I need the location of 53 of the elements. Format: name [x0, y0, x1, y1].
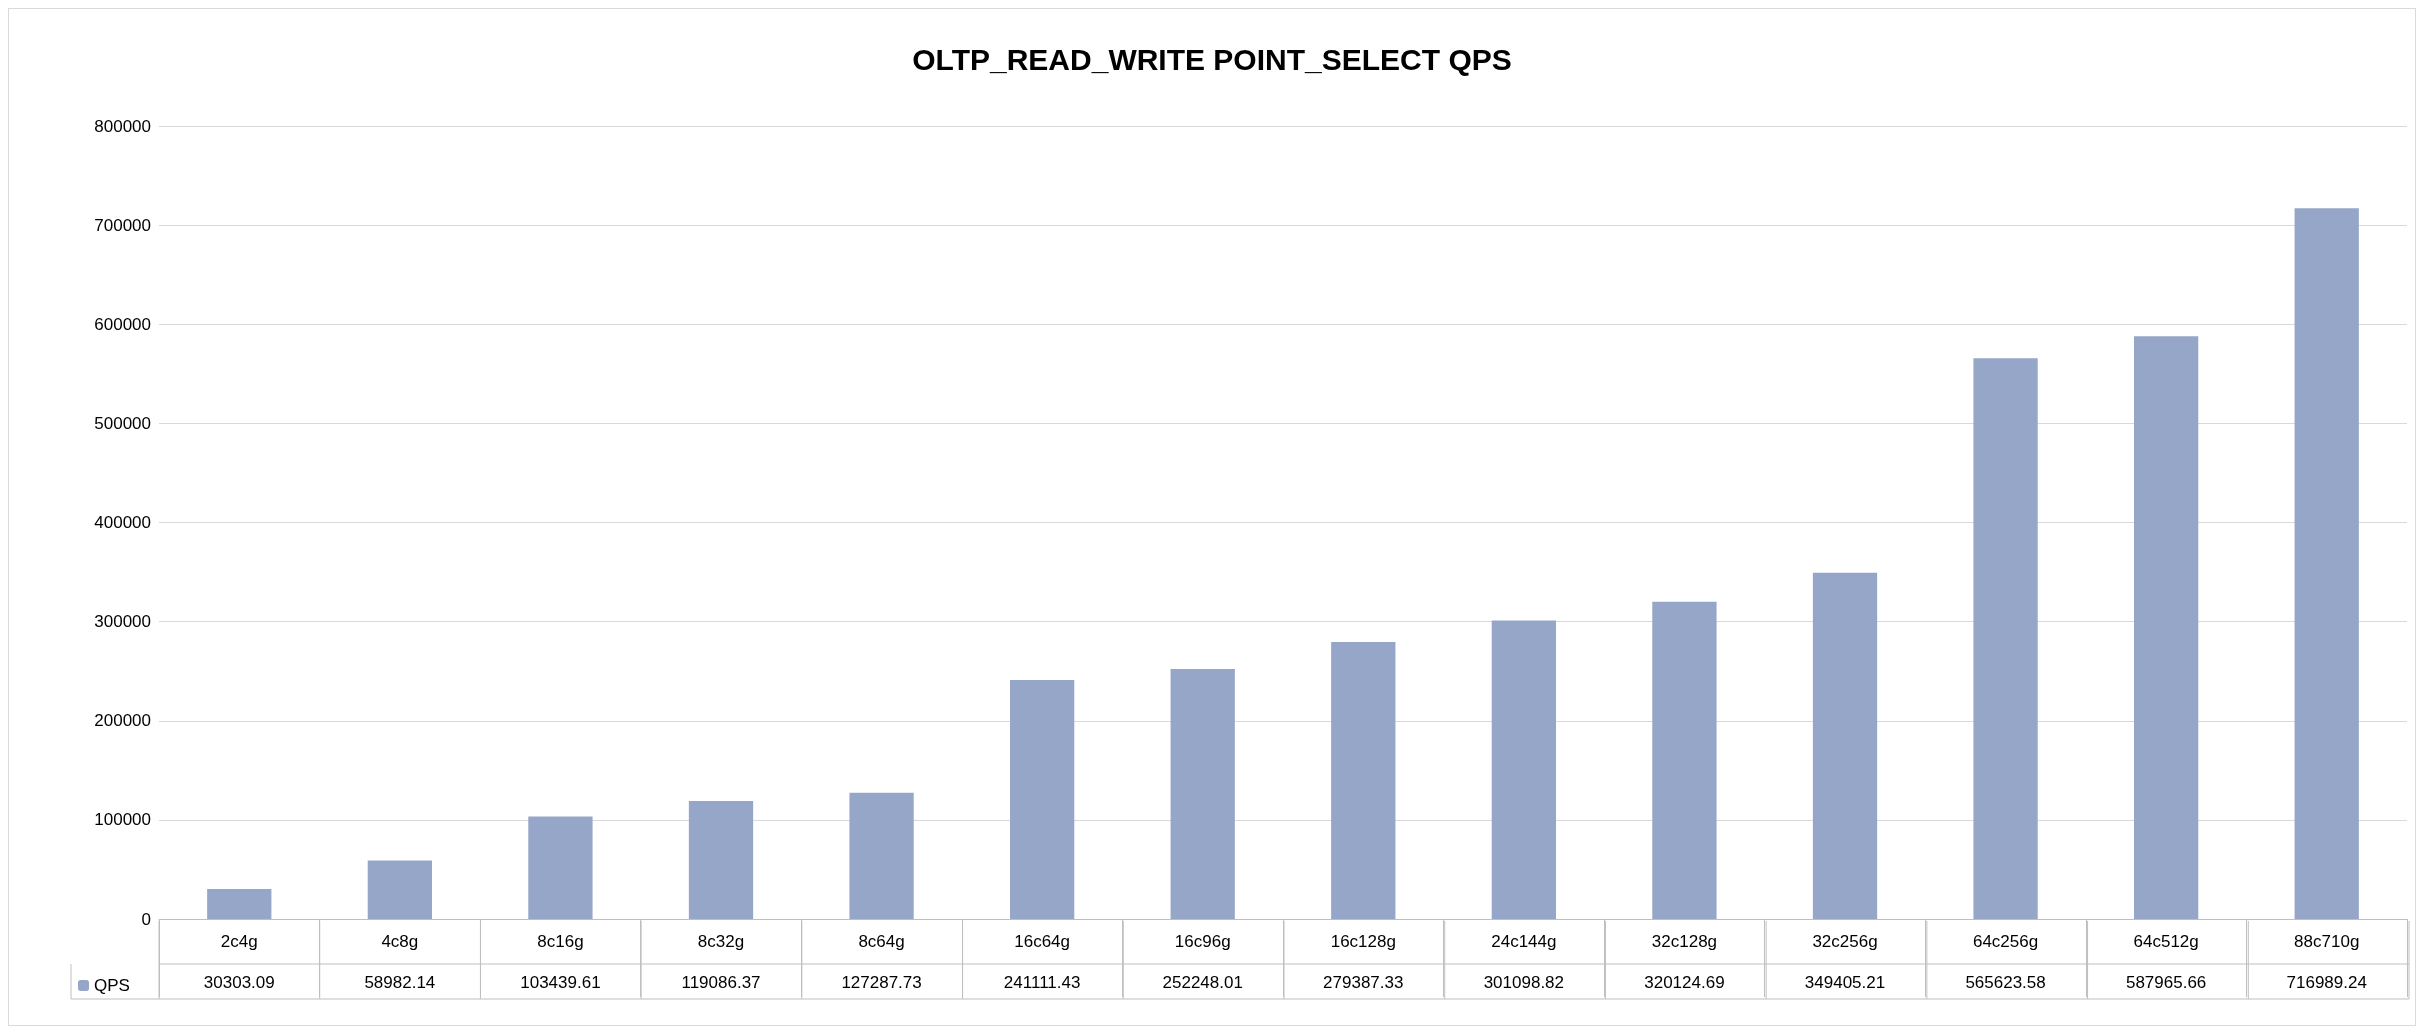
y-tick-label: 700000: [94, 215, 151, 235]
legend-label: QPS: [94, 976, 130, 995]
data-label: 103439.61: [520, 973, 601, 992]
bar: [1010, 680, 1075, 919]
bar: [1973, 358, 2038, 919]
y-tick-label: 100000: [94, 810, 151, 830]
x-tick-label: 32c128g: [1651, 932, 1718, 951]
bar: [1812, 572, 1878, 919]
bar: [367, 860, 432, 919]
data-label: 252248.01: [1162, 973, 1243, 992]
data-label: 565623.58: [1965, 973, 2046, 992]
x-tick-label: 16c96g: [1174, 932, 1231, 951]
x-tick-label: 32c256g: [1812, 932, 1878, 951]
y-tick-label: 200000: [94, 711, 151, 731]
x-tick-label: 24c144g: [1491, 932, 1557, 951]
data-label: 716989.24: [2286, 973, 2367, 992]
y-tick-label: 0: [141, 909, 151, 929]
bar: [207, 888, 272, 919]
bar: [1652, 601, 1717, 919]
x-tick-label: 16c64g: [1014, 932, 1071, 951]
y-tick-label: 300000: [94, 612, 151, 632]
x-tick-label: 8c16g: [537, 932, 584, 951]
x-tick-label: 64c256g: [1972, 932, 2039, 951]
y-tick-label: 500000: [94, 413, 151, 433]
x-tick-label: 2c4g: [220, 932, 258, 951]
x-tick-label: 88c710g: [2294, 932, 2360, 951]
data-label: 279387.33: [1323, 973, 1404, 992]
bar: [1491, 620, 1556, 919]
x-tick-label: 64c512g: [2133, 932, 2199, 951]
bar: [1170, 668, 1235, 919]
y-tick-label: 400000: [94, 513, 151, 532]
chart-title: OLTP_READ_WRITE POINT_SELECT QPS: [912, 42, 1512, 76]
data-label: 320124.69: [1644, 973, 1725, 992]
y-tick-label: 600000: [94, 314, 151, 334]
data-label: 241111.43: [1003, 973, 1081, 992]
bar: [2294, 208, 2359, 919]
bar: [688, 800, 754, 919]
data-label: 301098.82: [1483, 973, 1565, 992]
y-tick-label: 800000: [94, 116, 151, 136]
data-label: 119086.37: [681, 973, 761, 992]
bar: [1331, 642, 1396, 919]
data-label: 587965.66: [2125, 973, 2207, 992]
data-label: 58982.14: [364, 973, 436, 992]
data-label: 30303.09: [203, 973, 275, 992]
bar: [528, 816, 593, 919]
data-label: 127287.73: [841, 973, 922, 992]
bar: [2134, 336, 2199, 919]
x-tick-label: 4c8g: [381, 932, 419, 951]
x-tick-label: 8c64g: [858, 932, 905, 951]
bar: [849, 792, 914, 919]
x-tick-label: 16c128g: [1330, 932, 1396, 951]
data-label: 349405.21: [1804, 973, 1886, 992]
x-tick-label: 8c32g: [697, 932, 745, 951]
